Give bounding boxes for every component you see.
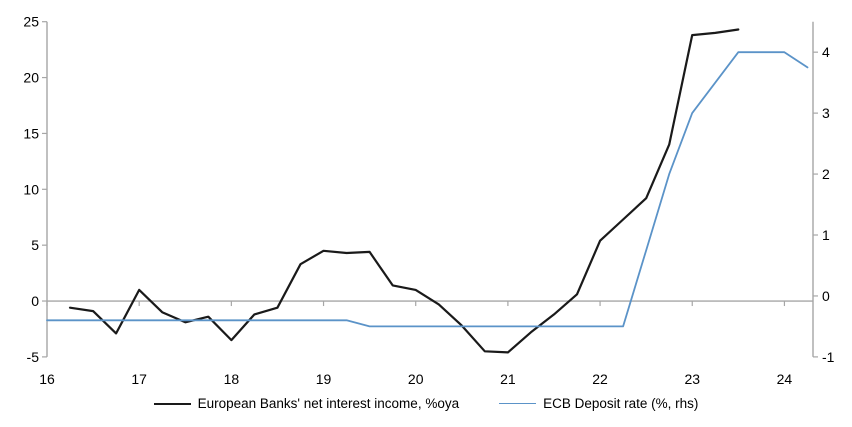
right-axis-tick-label: 4 <box>822 44 830 60</box>
x-axis-label: 16 <box>39 371 55 387</box>
right-axis-tick-label: 2 <box>822 166 830 182</box>
series-line-net-interest-income <box>68 28 740 354</box>
left-axis-tick-label: 5 <box>31 237 39 253</box>
left-axis-tick-label: -5 <box>27 349 40 365</box>
left-axis-tick-label: 15 <box>23 125 39 141</box>
x-axis-label: 18 <box>224 371 240 387</box>
x-axis-label: 21 <box>500 371 516 387</box>
legend-item-net-interest-income: European Banks' net interest income, %oy… <box>153 396 460 411</box>
x-axis-label: 24 <box>777 371 793 387</box>
x-axis-label: 23 <box>684 371 700 387</box>
chart-legend: European Banks' net interest income, %oy… <box>0 396 852 411</box>
x-axis-label: 19 <box>316 371 332 387</box>
right-axis-tick-label: -1 <box>822 349 835 365</box>
legend-item-ecb-deposit-rate: ECB Deposit rate (%, rhs) <box>499 396 698 411</box>
legend-label-ecb-deposit-rate: ECB Deposit rate (%, rhs) <box>543 396 699 411</box>
x-axis-label: 22 <box>592 371 608 387</box>
right-axis-tick-label: 3 <box>822 105 830 121</box>
series-line-ecb-deposit-rate <box>46 51 809 328</box>
left-axis-tick-label: 0 <box>31 293 39 309</box>
legend-line-swatch-blue <box>499 403 537 404</box>
x-axis-label: 20 <box>408 371 424 387</box>
left-axis-tick-label: 20 <box>23 70 39 86</box>
right-axis-tick-label: 0 <box>822 288 830 304</box>
right-axis-tick-label: 1 <box>822 227 830 243</box>
legend-line-swatch-black <box>153 402 191 405</box>
x-axis-label: 17 <box>131 371 147 387</box>
legend-label-net-interest-income: European Banks' net interest income, %oy… <box>197 396 460 411</box>
left-axis-tick-label: 25 <box>23 14 39 30</box>
left-axis-tick-label: 10 <box>23 181 39 197</box>
